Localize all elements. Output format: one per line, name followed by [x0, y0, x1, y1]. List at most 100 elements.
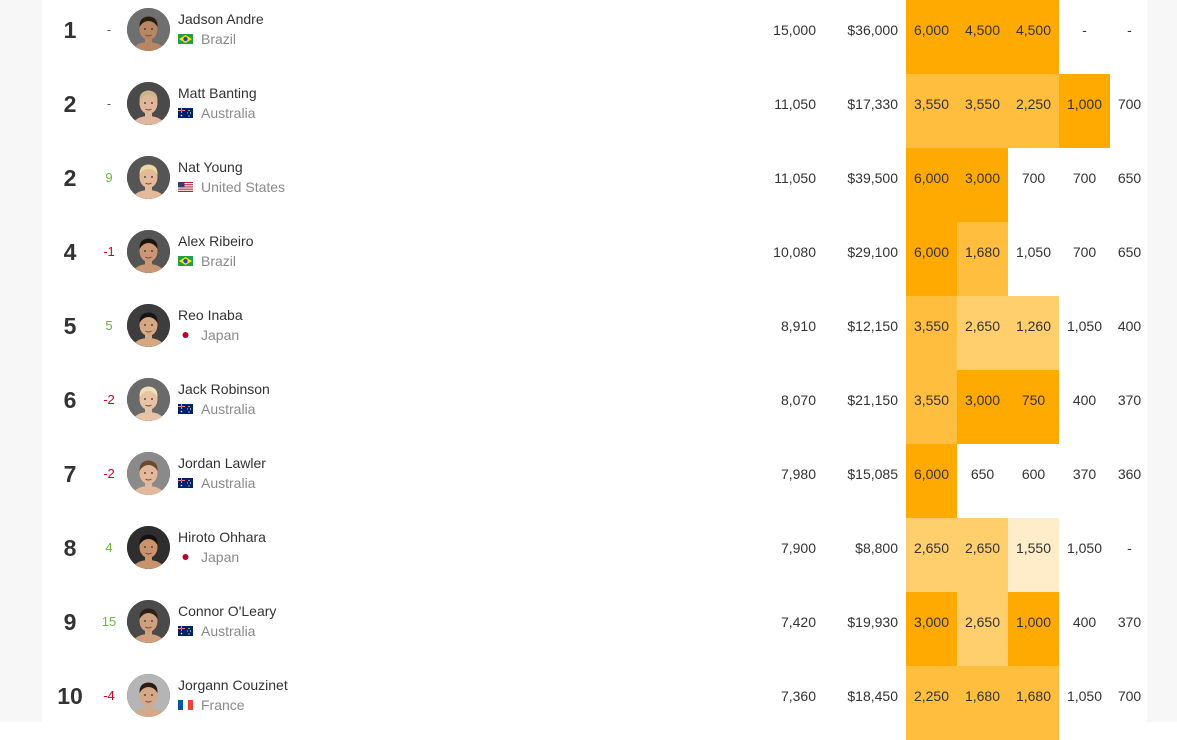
points-total: 7,980: [780, 466, 816, 482]
table-row[interactable]: 3,000 2,650 1,000 400 370 9 15 Connor O'Leary Au…: [0, 592, 1177, 666]
surfer-name-link[interactable]: Connor O'Leary: [178, 603, 277, 619]
country-info: Australia: [178, 105, 255, 121]
prize-money: $8,800: [855, 540, 898, 556]
event-result-cell: 360: [1117, 466, 1142, 482]
surfer-name-link[interactable]: Alex Ribeiro: [178, 233, 254, 249]
rank-number: 2: [63, 165, 77, 191]
event-result-cell: 700: [1117, 688, 1142, 704]
right-gutter: [1147, 0, 1177, 722]
table-row[interactable]: 6,000 4,500 4,500- -1- Jadson Andre Brazil 15,…: [0, 0, 1177, 74]
rank-change: 4: [105, 540, 113, 555]
surfer-name-link[interactable]: Jadson Andre: [178, 11, 264, 27]
event-result-cell: 6,000: [906, 148, 957, 222]
rank-number: 4: [63, 239, 77, 265]
avatar[interactable]: [127, 8, 170, 51]
event-result-cell: 4,500: [957, 0, 1008, 74]
country-name: Australia: [201, 401, 256, 417]
event-result-cell: 700: [1072, 170, 1097, 186]
australia-flag-icon: [178, 478, 193, 488]
country-info: Australia: [178, 401, 255, 417]
country-info: Japan: [178, 327, 239, 343]
surfer-name-link[interactable]: Jack Robinson: [178, 381, 270, 397]
avatar[interactable]: [127, 156, 170, 199]
event-result-cell: 1,050: [1066, 318, 1103, 334]
event-result-cell: 3,000: [957, 370, 1008, 444]
event-result-cell: 370: [1117, 392, 1142, 408]
table-row[interactable]: 3,550 2,650 1,260 1,050 400 5 5 Reo Inaba Japan 8…: [0, 296, 1177, 370]
avatar[interactable]: [127, 452, 170, 495]
rank-change: -1: [103, 244, 115, 259]
surfer-name-link[interactable]: Matt Banting: [178, 85, 257, 101]
rank-change: -2: [103, 466, 115, 481]
table-row[interactable]: 6,000 3,000 700 700 650 2 9 Nat Young United Sta…: [0, 148, 1177, 222]
avatar[interactable]: [127, 82, 170, 125]
points-total: 11,050: [774, 170, 816, 186]
surfer-name-link[interactable]: Jordan Lawler: [178, 455, 266, 471]
event-result-cell: 600: [1021, 466, 1046, 482]
event-result-cell: -: [1082, 22, 1087, 38]
event-result-cell: 4,500: [1008, 0, 1059, 74]
surfer-name-link[interactable]: Reo Inaba: [178, 307, 243, 323]
rank-change: -4: [103, 688, 115, 703]
avatar[interactable]: [127, 304, 170, 347]
brazil-flag-icon: [178, 34, 193, 44]
points-total: 7,420: [780, 614, 816, 630]
surfer-name-link[interactable]: Nat Young: [178, 159, 243, 175]
event-result-cell: 2,650: [957, 296, 1008, 370]
event-result-cell: -: [1127, 540, 1132, 556]
country-name: Japan: [201, 549, 240, 565]
table-row[interactable]: 6,000 1,680 1,050 700 650 4 -1 Alex Ribeiro Braz…: [0, 222, 1177, 296]
country-info: Brazil: [178, 253, 236, 269]
table-row[interactable]: 3,550 3,000 750 400 370 6 -2 Jack Robinson Austr…: [0, 370, 1177, 444]
table-row[interactable]: 2,250 1,680 1,680 1,050 700 10 -4 Jorgann Couzi…: [0, 666, 1177, 740]
prize-money: $15,085: [847, 466, 898, 482]
country-name: France: [201, 697, 245, 713]
event-result-cell: 2,250: [906, 666, 957, 740]
rank-number: 2: [63, 91, 77, 117]
avatar[interactable]: [127, 526, 170, 569]
avatar[interactable]: [127, 600, 170, 643]
prize-money: $29,100: [847, 244, 898, 260]
event-result-cell: 3,550: [906, 296, 957, 370]
event-result-cell: 3,000: [906, 592, 957, 666]
table-row[interactable]: 3,550 3,550 2,250 1,000 700 2- Matt Banting Aus…: [0, 74, 1177, 148]
event-result-cell: 3,550: [906, 74, 957, 148]
rank-change: 9: [105, 170, 113, 185]
event-result-cell: 3,000: [957, 148, 1008, 222]
rank-number: 10: [57, 683, 83, 709]
rank-number: 5: [63, 313, 77, 339]
rank-change: 15: [101, 614, 117, 629]
event-result-cell: 2,650: [957, 592, 1008, 666]
france-flag-icon: [178, 700, 193, 710]
country-info: Japan: [178, 549, 239, 565]
avatar[interactable]: [127, 230, 170, 273]
country-name: Australia: [201, 475, 256, 491]
event-result-cell: 700: [1021, 170, 1046, 186]
event-result-cell: 6,000: [906, 222, 957, 296]
brazil-flag-icon: [178, 256, 193, 266]
event-result-cell: 6,000: [906, 0, 957, 74]
country-name: Australia: [201, 623, 256, 639]
table-row[interactable]: 6,000 650 600 370 360 7 -2 Jordan Lawler Austral…: [0, 444, 1177, 518]
country-info: Australia: [178, 623, 255, 639]
event-result-cell: 400: [1072, 614, 1097, 630]
event-result-cell: 1,000: [1008, 592, 1059, 666]
rank-number: 6: [63, 387, 77, 413]
points-total: 8,910: [780, 318, 816, 334]
country-name: Australia: [201, 105, 256, 121]
event-result-cell: 750: [1008, 370, 1059, 444]
rank-change: -: [106, 96, 112, 111]
table-row[interactable]: 2,650 2,650 1,550 1,050-8 4 Hiroto Ohhara Japa…: [0, 518, 1177, 592]
avatar[interactable]: [127, 674, 170, 717]
event-result-cell: 1,550: [1008, 518, 1059, 592]
event-result-cell: 400: [1117, 318, 1142, 334]
usa-flag-icon: [178, 182, 193, 192]
left-gutter: [0, 0, 42, 722]
event-result-cell: 3,550: [906, 370, 957, 444]
event-result-cell: 1,680: [1008, 666, 1059, 740]
surfer-name-link[interactable]: Hiroto Ohhara: [178, 529, 266, 545]
surfer-name-link[interactable]: Jorgann Couzinet: [178, 677, 288, 693]
event-result-cell: 1,680: [957, 222, 1008, 296]
points-total: 10,080: [773, 244, 816, 260]
avatar[interactable]: [127, 378, 170, 421]
